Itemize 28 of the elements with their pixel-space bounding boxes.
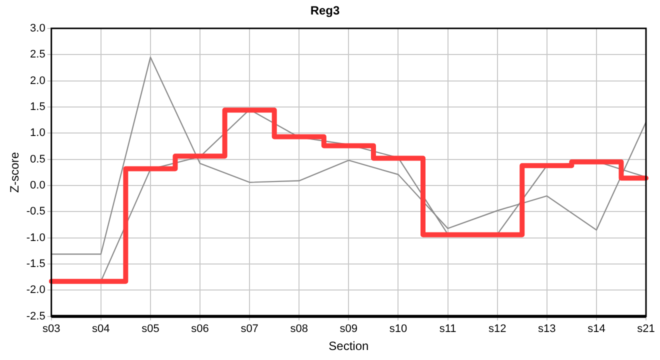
x-tick-label: s12 <box>488 323 506 336</box>
x-axis-title: Section <box>328 339 369 354</box>
y-tick-label: -1.5 <box>26 258 46 270</box>
y-tick-label: -0.5 <box>26 206 46 218</box>
chart-title: Reg3 <box>310 4 340 18</box>
y-tick-label: 0.5 <box>30 153 46 166</box>
x-tick-label: s07 <box>240 323 258 336</box>
y-tick-label: 1.5 <box>30 100 46 113</box>
y-tick-label: -2.0 <box>26 284 46 296</box>
y-tick-label: 2.0 <box>30 74 46 87</box>
x-tick-label: s08 <box>290 323 308 336</box>
x-tick-label: s05 <box>142 323 160 336</box>
y-tick-label: 2.5 <box>30 48 46 61</box>
x-tick-label: s21 <box>637 323 655 336</box>
y-tick-label: 1.0 <box>30 127 46 140</box>
y-tick-label: 0.0 <box>30 180 46 192</box>
x-tick-label: s03 <box>42 323 60 336</box>
y-tick-label: -2.5 <box>26 310 46 322</box>
x-tick-label: s14 <box>588 323 606 336</box>
y-tick-label: -1.0 <box>26 232 46 244</box>
y-tick-label: 3.0 <box>30 22 46 34</box>
x-tick-label: s13 <box>538 323 556 336</box>
y-axis-title: Z-score <box>8 152 22 193</box>
x-tick-label: s10 <box>389 323 408 336</box>
x-tick-label: s09 <box>340 323 358 336</box>
x-tick-label: s04 <box>92 323 110 336</box>
x-tick-label: s06 <box>191 323 209 336</box>
x-tick-label: s11 <box>439 323 456 336</box>
